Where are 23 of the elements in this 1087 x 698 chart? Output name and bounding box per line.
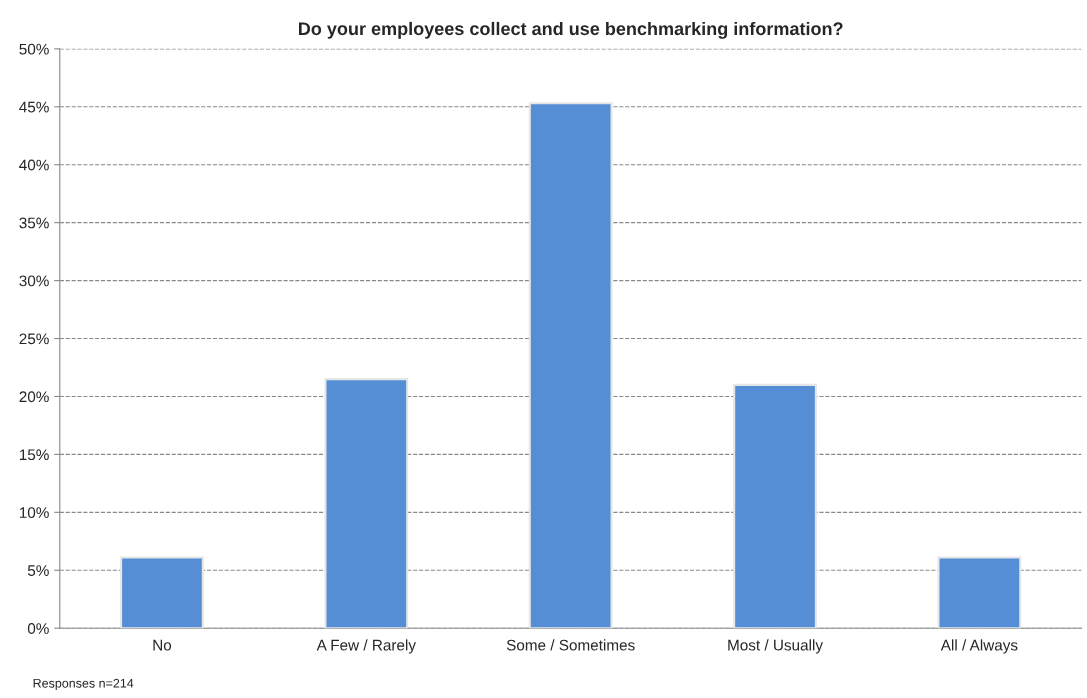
y-tick-label: 5% [27, 565, 49, 576]
bar [120, 556, 204, 629]
chart-title: Do your employees collect and use benchmarking information? [299, 21, 843, 39]
x-tick-label: No [153, 639, 172, 651]
x-tick-label: All / Always [940, 639, 1018, 654]
x-tick-label: Most / Usually [728, 639, 823, 654]
bar [528, 102, 613, 629]
y-tick-label: 10% [19, 507, 49, 519]
y-tick-label: 30% [19, 275, 49, 287]
y-tick-label: 0% [27, 623, 49, 634]
y-tick-label: 20% [19, 391, 49, 403]
y-tick-label: 15% [19, 449, 49, 461]
y-tick-label: 35% [19, 217, 49, 229]
y-tick-label: 40% [19, 159, 49, 171]
y-tick-label: 45% [19, 101, 49, 113]
text: Responses n=214 [33, 678, 134, 691]
y-tick-label: 25% [19, 333, 49, 345]
bar [733, 383, 817, 629]
x-tick-label: Some / Sometimes [506, 639, 635, 651]
y-tick-label: 50% [19, 43, 49, 55]
bar [937, 556, 1022, 629]
x-tick-label: A Few / Rarely [316, 639, 416, 654]
bar [324, 378, 409, 629]
